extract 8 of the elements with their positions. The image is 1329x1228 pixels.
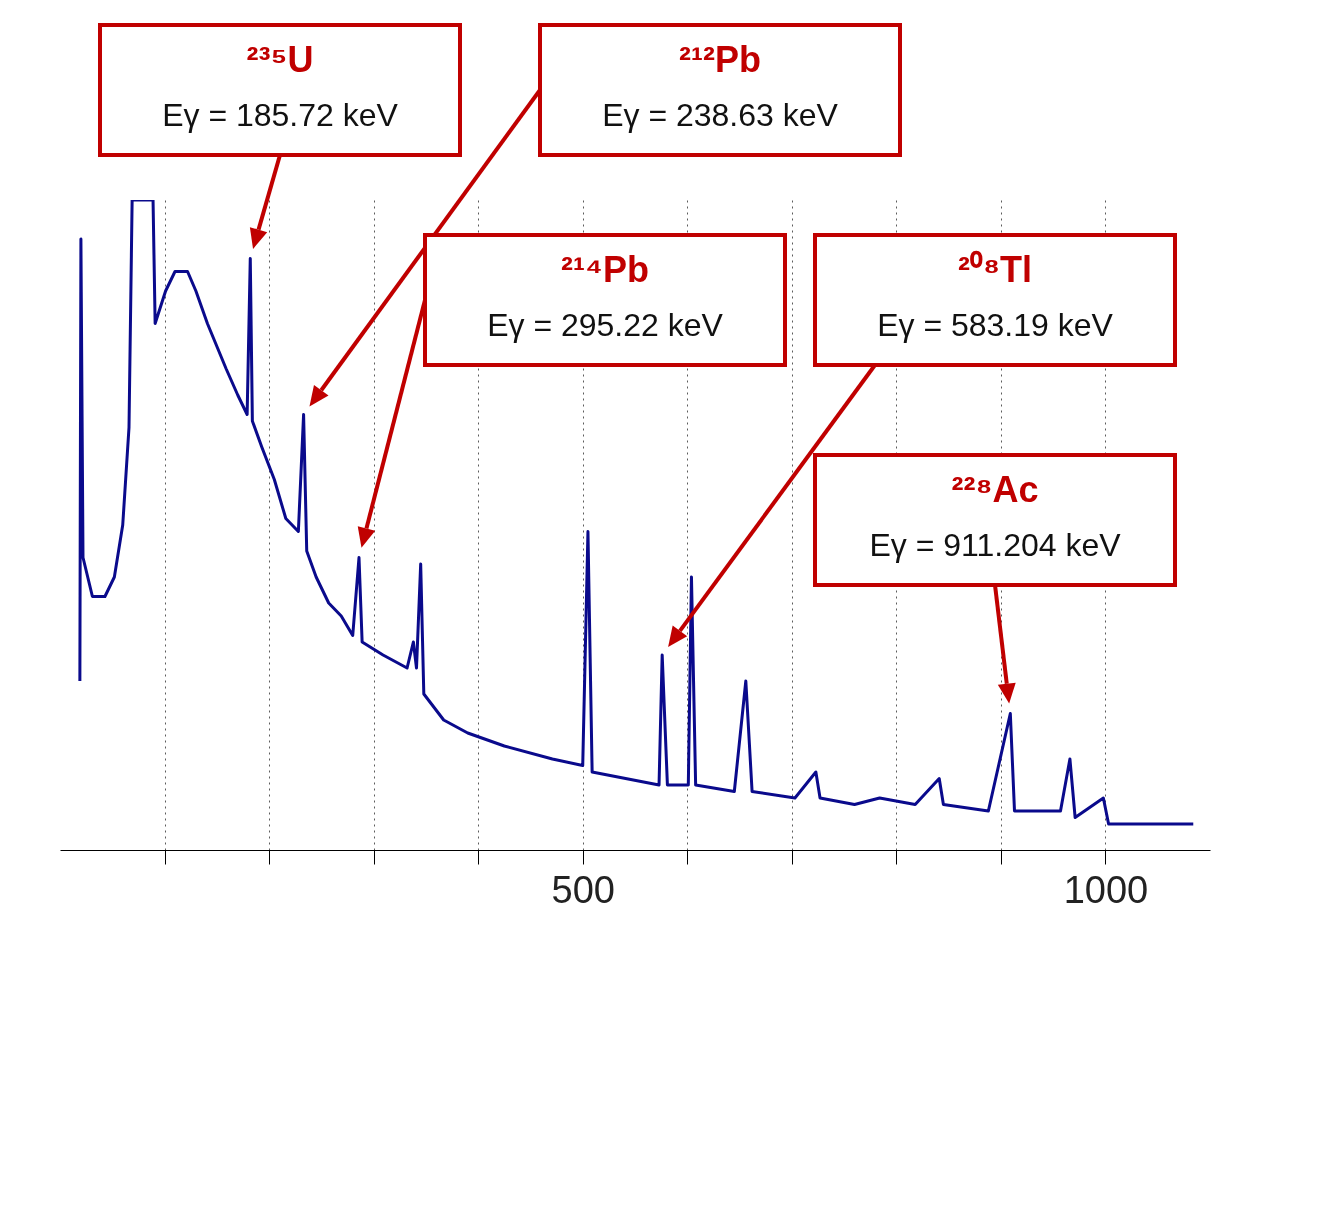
annotation: ²¹⁴Pb Eγ = 295.22 keV bbox=[487, 249, 724, 343]
x-tick-label: 500 bbox=[551, 868, 615, 911]
callout: ²³⁵U Eγ = 185.72 keV bbox=[98, 23, 462, 249]
callout: ²¹⁴Pb Eγ = 295.22 keV bbox=[357, 233, 787, 548]
annotation: ²⁰⁸Tl Eγ = 583.19 keV bbox=[877, 249, 1114, 343]
x-tick-label: 1000 bbox=[1063, 868, 1149, 911]
annotation: ²²⁸Ac Eγ = 911.204 keV bbox=[869, 469, 1122, 563]
callout: ²²⁸Ac Eγ = 911.204 keV bbox=[813, 453, 1177, 704]
